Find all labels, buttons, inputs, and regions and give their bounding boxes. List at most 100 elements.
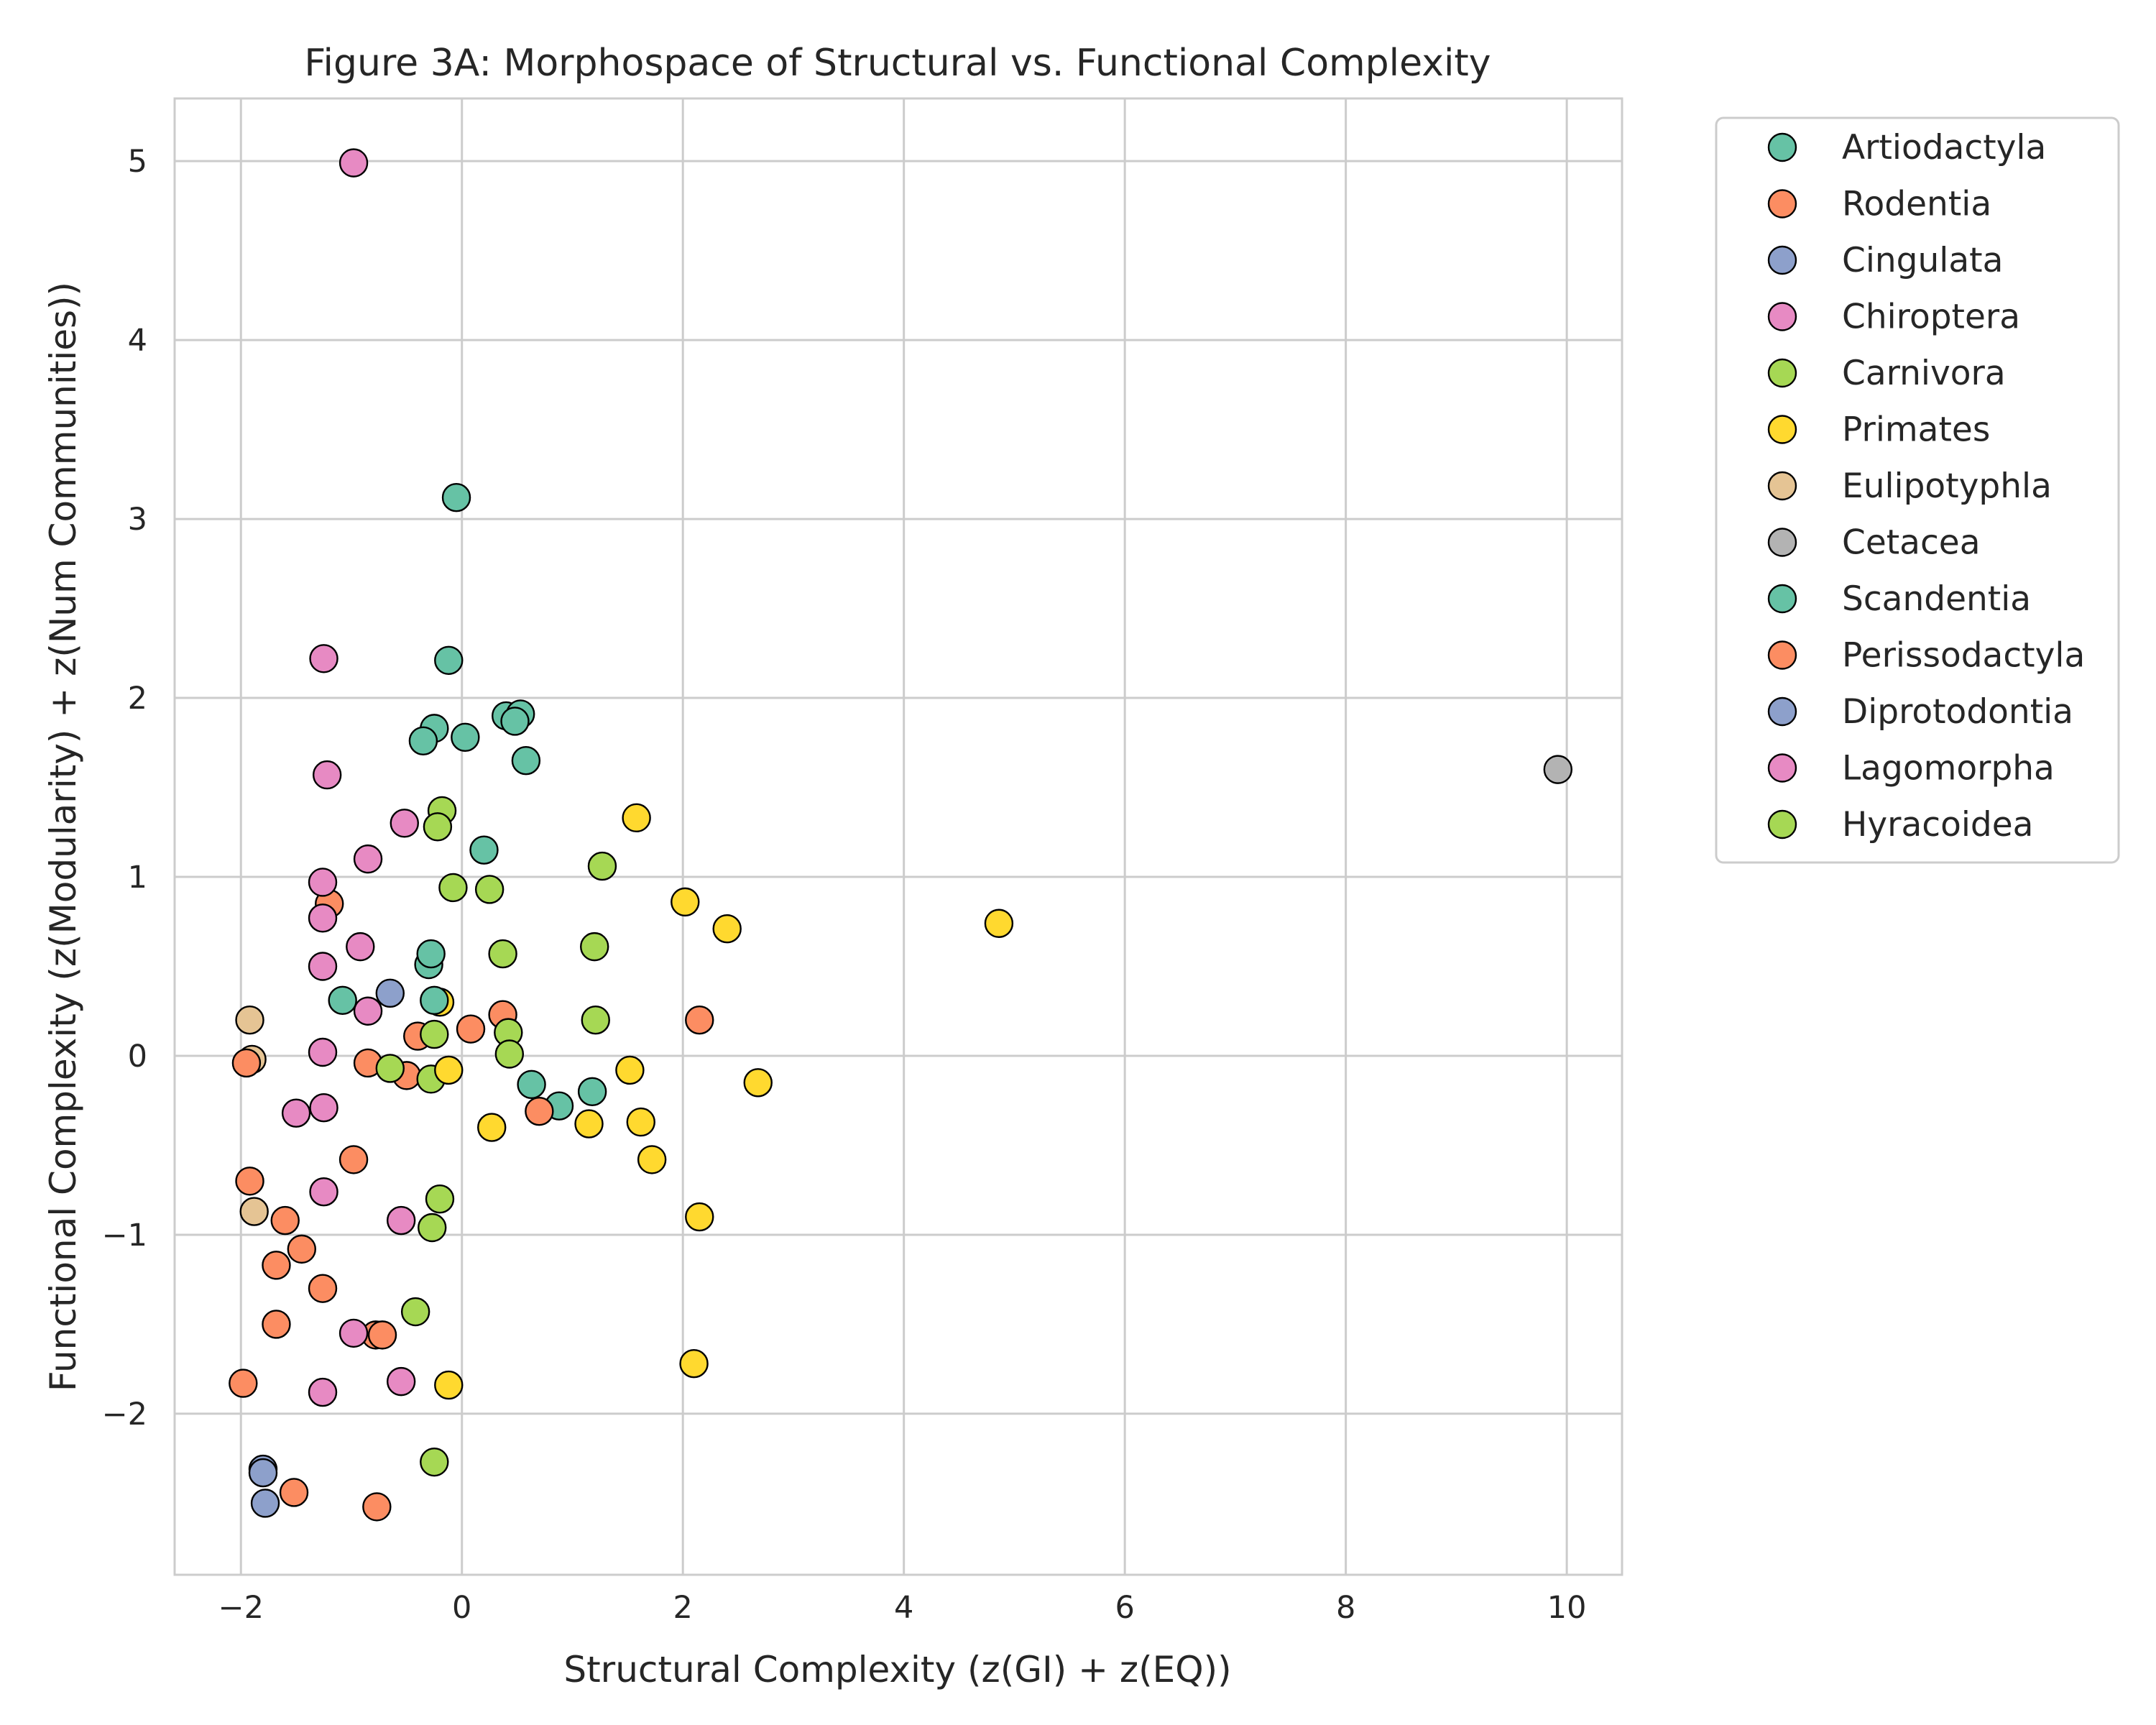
data-points — [229, 148, 1573, 1522]
point-chiroptera — [390, 809, 419, 838]
point-artiodactyla — [434, 645, 464, 675]
y-tick-label: 4 — [128, 323, 147, 359]
point-primates — [574, 1109, 604, 1138]
point-primates — [477, 1113, 507, 1142]
legend-marker — [1767, 528, 1797, 557]
point-artiodactyla — [408, 726, 438, 756]
x-tick-labels: −2 0 2 4 6 8 10 — [218, 1590, 1587, 1626]
point-rodentia — [362, 1492, 392, 1522]
point-rodentia — [235, 1167, 264, 1196]
point-artiodactyla — [511, 745, 541, 776]
point-carnivora — [418, 1213, 447, 1243]
point-carnivora — [438, 873, 468, 903]
point-rodentia — [367, 1320, 397, 1350]
point-artiodactyla — [451, 722, 480, 753]
point-chiroptera — [353, 844, 383, 874]
point-carnivora — [488, 939, 517, 969]
point-rodentia — [262, 1251, 291, 1280]
point-artiodactyla — [500, 707, 530, 736]
x-tick-label: 4 — [894, 1590, 913, 1626]
point-chiroptera — [308, 1377, 338, 1407]
point-chiroptera — [308, 952, 338, 981]
x-tick-label: 6 — [1115, 1590, 1134, 1626]
legend-label: Rodentia — [1842, 185, 1991, 224]
point-primates — [637, 1145, 667, 1174]
legend-marker — [1767, 132, 1797, 162]
legend-label: Scandentia — [1842, 579, 2031, 619]
point-primates — [622, 803, 651, 833]
legend-marker — [1767, 471, 1797, 501]
x-axis-label: Structural Complexity (z(GI) + z(EQ)) — [563, 1649, 1231, 1690]
legend-label: Eulipotyphla — [1842, 466, 2052, 506]
x-tick-label: 2 — [673, 1590, 693, 1626]
point-carnivora — [400, 1297, 430, 1327]
point-rodentia — [229, 1368, 258, 1398]
point-eulipotyphla — [239, 1197, 269, 1226]
y-tick-label: 2 — [128, 681, 147, 717]
y-tick-label: 1 — [128, 860, 147, 896]
point-chiroptera — [346, 932, 375, 962]
point-artiodactyla — [416, 939, 446, 969]
grid-lines — [175, 98, 1622, 1575]
point-diprotodontia — [375, 978, 405, 1008]
point-rodentia — [338, 1145, 369, 1174]
point-cingulata — [250, 1489, 280, 1518]
legend-marker — [1767, 753, 1797, 783]
point-primates — [434, 1055, 464, 1085]
legend-marker — [1767, 696, 1797, 727]
point-primates — [679, 1349, 709, 1379]
point-artiodactyla — [469, 835, 499, 865]
point-perissodactyla — [231, 1048, 262, 1078]
point-carnivora — [587, 851, 617, 881]
legend-label: Primates — [1842, 410, 1990, 450]
plot-area-frame — [173, 97, 1623, 1576]
legend: Artiodactyla Rodentia Cingulata Chiroptera C… — [1715, 116, 2120, 864]
point-carnivora — [494, 1039, 525, 1069]
legend-label: Hyracoidea — [1842, 805, 2034, 845]
y-tick-label: 3 — [128, 502, 147, 538]
legend-marker — [1767, 189, 1797, 218]
point-artiodactyla — [577, 1077, 607, 1106]
point-artiodactyla — [328, 985, 357, 1016]
y-tick-label: −2 — [102, 1397, 147, 1432]
legend-marker — [1767, 640, 1797, 670]
point-carnivora — [420, 1019, 449, 1049]
point-artiodactyla — [517, 1070, 546, 1100]
legend-label: Chiroptera — [1842, 298, 2020, 337]
point-chiroptera — [308, 903, 338, 933]
point-carnivora — [423, 812, 453, 842]
point-primates — [712, 914, 742, 944]
legend-marker — [1767, 584, 1797, 614]
legend-label: Perissodactyla — [1842, 636, 2085, 676]
legend-marker — [1767, 302, 1797, 331]
point-carnivora — [425, 1184, 455, 1214]
point-primates — [434, 1370, 464, 1400]
point-primates — [984, 908, 1014, 938]
point-chiroptera — [312, 760, 342, 790]
y-tick-labels: −2 −1 0 1 2 3 4 5 — [102, 144, 147, 1432]
legend-label: Carnivora — [1842, 354, 2006, 393]
point-chiroptera — [386, 1366, 416, 1397]
point-scandentia — [420, 985, 449, 1016]
point-chiroptera — [308, 868, 338, 897]
point-primates — [615, 1055, 645, 1085]
point-chiroptera — [338, 148, 369, 178]
point-rodentia — [270, 1205, 300, 1236]
legend-label: Artiodactyla — [1842, 128, 2046, 167]
y-tick-label: 5 — [128, 144, 147, 180]
point-carnivora — [474, 875, 505, 904]
point-rodentia — [279, 1478, 309, 1507]
point-primates — [671, 887, 700, 917]
legend-label: Cetacea — [1842, 523, 1981, 563]
point-chiroptera — [386, 1205, 416, 1236]
point-primates — [626, 1107, 655, 1137]
legend-label: Diprotodontia — [1842, 692, 2073, 732]
point-chiroptera — [309, 1177, 338, 1207]
point-carnivora — [375, 1054, 405, 1083]
point-artiodactyla — [441, 483, 471, 512]
point-carnivora — [581, 1005, 610, 1035]
point-diprotodontia — [248, 1458, 278, 1488]
point-chiroptera — [338, 1318, 369, 1348]
x-tick-label: 8 — [1336, 1590, 1355, 1626]
